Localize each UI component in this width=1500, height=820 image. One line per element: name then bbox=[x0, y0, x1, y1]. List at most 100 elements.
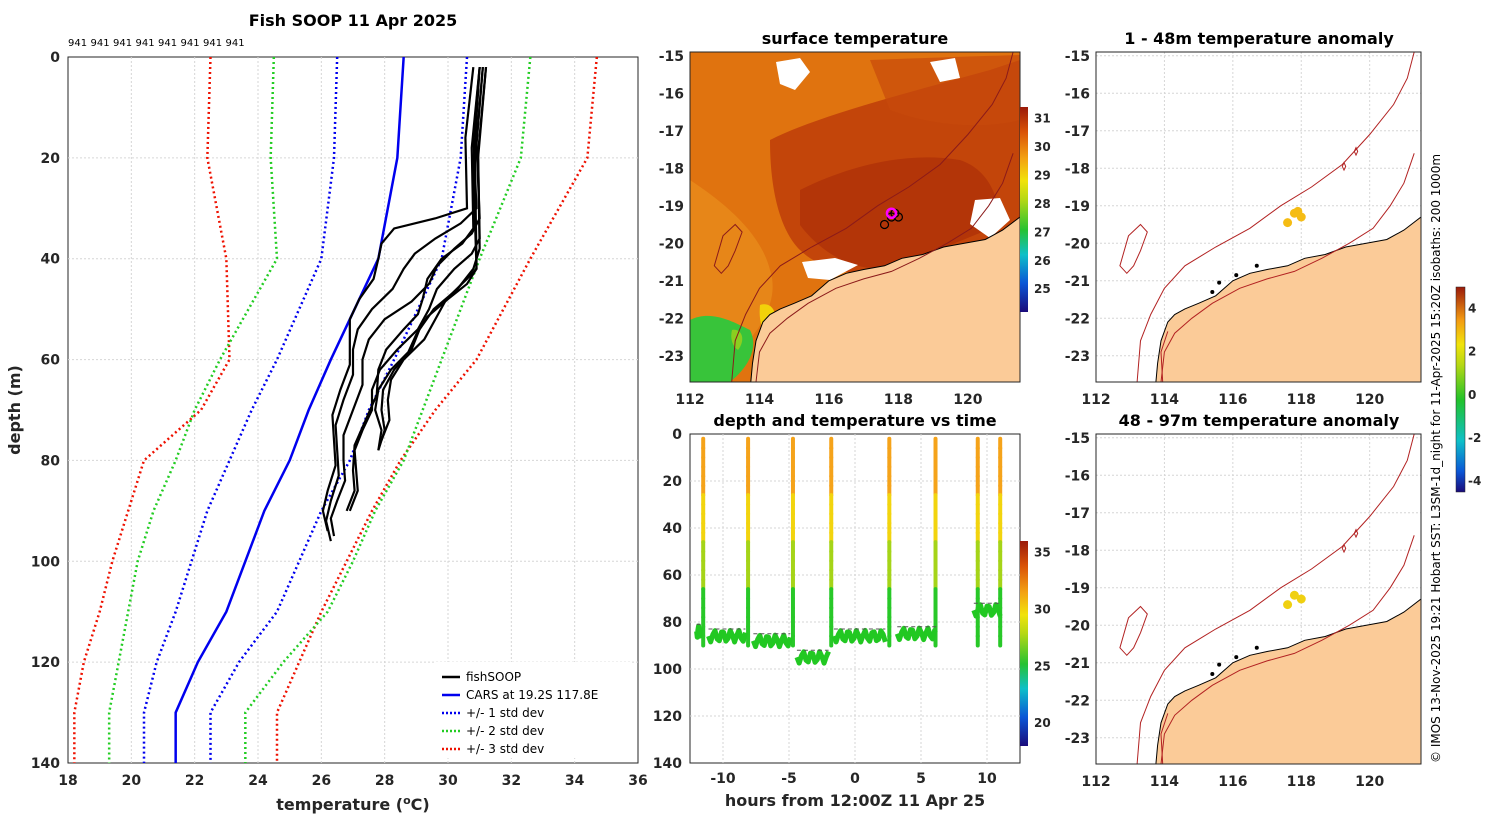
anomaly-point bbox=[1283, 600, 1293, 610]
colorbar-tick: 4 bbox=[1468, 302, 1476, 316]
profile-panel: Fish SOOP 11 Apr 2025 941 941 941 941 941 941… bbox=[5, 11, 648, 814]
fishsoop-profile bbox=[324, 66, 481, 542]
y-tick-label: -15 bbox=[1065, 49, 1090, 65]
y-tick-label: 120 bbox=[31, 655, 60, 671]
island-marker bbox=[1234, 655, 1239, 660]
y-tick-label: -19 bbox=[1065, 199, 1090, 215]
top-label: 941 bbox=[226, 38, 245, 49]
fishsoop-profile bbox=[377, 66, 488, 451]
y-tick-label: 40 bbox=[663, 521, 683, 537]
y-tick-label: -17 bbox=[1065, 506, 1090, 522]
x-tick-label: -5 bbox=[781, 771, 797, 787]
legend-label: +/- 1 std dev bbox=[466, 706, 544, 720]
y-tick-label: -22 bbox=[1065, 311, 1090, 327]
credit-text: © IMOS 13-Nov-2025 19:21 Hobart SST: L3S… bbox=[1429, 154, 1443, 763]
bottom-trace bbox=[894, 625, 938, 643]
sst-panel: surface temperature 112 114 116 118 120- bbox=[659, 29, 1051, 408]
anomaly-shallow-panel: 1 - 48m temperature anomaly 112 114 116 118… bbox=[1065, 29, 1422, 408]
timeseries-title: depth and temperature vs time bbox=[713, 411, 996, 430]
y-tick-label: -19 bbox=[1065, 581, 1090, 597]
anomaly-shallow-map bbox=[1119, 52, 1421, 382]
anomaly-shallow-ticks: 112 114 116 118 120 -15 -16 -17 -18 -19 -20 -21 -22 -… bbox=[1065, 49, 1385, 408]
bottom-trace bbox=[706, 627, 748, 645]
anomaly-deep-title: 48 - 97m temperature anomaly bbox=[1119, 411, 1400, 430]
x-tick-label: 36 bbox=[628, 773, 647, 789]
fishsoop-profile bbox=[329, 66, 484, 537]
anomaly-colorbar bbox=[1455, 286, 1466, 493]
x-tick-label: 118 bbox=[1287, 392, 1316, 408]
x-tick-label: 120 bbox=[1355, 392, 1384, 408]
x-tick-label: 116 bbox=[1218, 774, 1247, 790]
top-label: 941 bbox=[158, 38, 177, 49]
y-tick-label: -23 bbox=[659, 349, 684, 365]
y-tick-label: 20 bbox=[41, 151, 61, 167]
timeseries-xlabel: hours from 12:00Z 11 Apr 25 bbox=[725, 791, 985, 810]
current-station-marker bbox=[885, 207, 898, 219]
isobath-line bbox=[731, 52, 1014, 382]
y-tick-label: 80 bbox=[663, 615, 683, 631]
x-tick-label: 112 bbox=[675, 392, 704, 408]
x-tick-label: 116 bbox=[814, 392, 843, 408]
x-tick-label: 120 bbox=[1355, 774, 1384, 790]
colorbar-tick: 25 bbox=[1034, 659, 1051, 673]
land bbox=[1155, 216, 1421, 382]
island-marker bbox=[1210, 672, 1215, 676]
anomaly-point bbox=[1289, 590, 1299, 600]
sst-colorbar-ticks: 25 26 27 28 29 30 31 bbox=[1034, 111, 1051, 296]
bottom-trace bbox=[794, 649, 831, 666]
colorbar-tick: 29 bbox=[1034, 168, 1051, 182]
profile-ticks: 18 20 22 24 26 28 30 32 34 36 0 20 40 60 80 100 120 140 bbox=[31, 50, 648, 789]
legend-label: +/- 3 std dev bbox=[466, 742, 544, 756]
y-tick-label: -21 bbox=[659, 274, 684, 290]
y-tick-label: 120 bbox=[653, 709, 682, 725]
x-tick-label: 114 bbox=[1150, 392, 1179, 408]
x-tick-label: 112 bbox=[1081, 774, 1110, 790]
profile-fishsoop-lines bbox=[321, 66, 488, 542]
anomaly-point bbox=[1293, 206, 1303, 216]
island-marker bbox=[1210, 290, 1215, 294]
y-tick-label: -17 bbox=[659, 124, 684, 140]
fishsoop-profile bbox=[321, 66, 475, 532]
y-tick-label: -18 bbox=[1065, 161, 1090, 177]
y-tick-label: 100 bbox=[31, 554, 60, 570]
x-tick-label: 114 bbox=[1150, 774, 1179, 790]
anomaly-point bbox=[1296, 594, 1306, 604]
island-marker bbox=[1254, 645, 1259, 650]
x-tick-label: 28 bbox=[375, 773, 394, 789]
colorbar-tick: 26 bbox=[1034, 254, 1051, 268]
y-tick-label: 0 bbox=[672, 427, 682, 443]
x-tick-label: 114 bbox=[745, 392, 774, 408]
timeseries-colorbar bbox=[1020, 541, 1028, 746]
isobath-contour bbox=[1353, 146, 1359, 157]
anomaly-shallow-points bbox=[1283, 206, 1306, 228]
y-tick-label: 0 bbox=[50, 50, 60, 66]
x-tick-label: 120 bbox=[953, 392, 982, 408]
x-tick-label: 20 bbox=[122, 773, 142, 789]
y-tick-label: 20 bbox=[663, 474, 683, 490]
colorbar-tick: 20 bbox=[1034, 716, 1051, 730]
y-tick-label: -18 bbox=[659, 161, 684, 177]
island-marker bbox=[1217, 662, 1222, 667]
isobath-line bbox=[713, 223, 743, 275]
colorbar-tick: -4 bbox=[1468, 474, 1481, 488]
timeseries-panel: depth and temperature vs time -10 -5 0 5 100… bbox=[653, 411, 1051, 810]
colorbar-tick: 30 bbox=[1034, 140, 1051, 154]
island-marker bbox=[1217, 280, 1222, 285]
bottom-trace bbox=[751, 632, 793, 650]
std-line-right bbox=[209, 57, 469, 763]
colorbar-tick: -2 bbox=[1468, 431, 1481, 445]
x-tick-label: 116 bbox=[1218, 392, 1247, 408]
y-tick-label: -16 bbox=[1065, 86, 1090, 102]
colorbar-tick: 27 bbox=[1034, 225, 1051, 239]
sst-colorbar bbox=[1020, 107, 1028, 312]
x-tick-label: 18 bbox=[58, 773, 77, 789]
anomaly-colorbar-ticks: 4 2 0 -2 -4 bbox=[1468, 302, 1481, 489]
std-line-left bbox=[142, 57, 339, 763]
isobath-contour bbox=[1119, 605, 1148, 657]
station-marker bbox=[879, 219, 890, 230]
island-marker bbox=[1234, 273, 1239, 278]
y-tick-label: 140 bbox=[653, 756, 682, 772]
fishsoop-profile bbox=[374, 67, 481, 451]
bottom-trace bbox=[971, 602, 1003, 619]
